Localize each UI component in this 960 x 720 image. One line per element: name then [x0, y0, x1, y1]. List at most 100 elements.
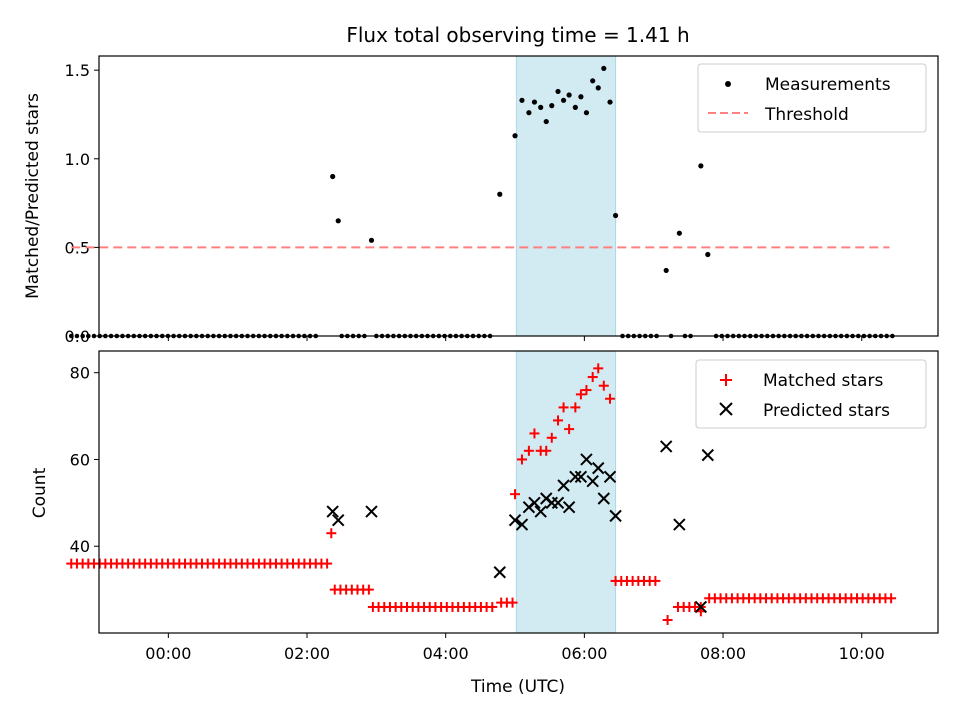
- predicted-star-point: [562, 500, 576, 514]
- matched-star-point: [529, 428, 540, 439]
- x-tick-label: 08:00: [700, 644, 746, 663]
- matched-star-point: [541, 445, 552, 456]
- bottom-y-axis-label: Count: [30, 467, 50, 518]
- matched-star-point: [564, 424, 575, 435]
- measurement-point: [578, 94, 584, 100]
- measurement-point: [68, 333, 74, 339]
- y-tick-label: 40: [70, 537, 90, 556]
- predicted-star-point: [701, 448, 715, 462]
- matched-star-point: [662, 614, 673, 625]
- y-tick-label: 80: [70, 364, 90, 383]
- top-panel: 0.00.51.01.5: [65, 55, 939, 346]
- measurement-point: [526, 110, 532, 116]
- predicted-star-point: [592, 461, 605, 475]
- measurement-point: [583, 110, 590, 116]
- legend-matched-marker: [720, 374, 732, 386]
- predicted-star-point: [326, 505, 339, 518]
- legend-predicted-marker: [719, 402, 733, 416]
- measurement-point: [74, 333, 80, 339]
- matched-star-point: [886, 593, 897, 604]
- measurement-point: [543, 118, 549, 125]
- predicted-star-point: [659, 440, 673, 453]
- x-tick-label: 06:00: [561, 644, 607, 663]
- axes-frame: [98, 55, 939, 337]
- predicted-star-point: [609, 509, 622, 523]
- predicted-star-point: [597, 492, 610, 505]
- measurement-point: [549, 103, 555, 109]
- y-tick-label: 60: [70, 450, 90, 469]
- predicted-star-point: [508, 513, 522, 527]
- legend-measurements-label: Measurements: [765, 75, 891, 95]
- measurement-point: [86, 333, 91, 339]
- measurement-point: [80, 333, 85, 339]
- measurement-point: [555, 88, 561, 95]
- predicted-star-point: [493, 566, 506, 579]
- measurement-point: [601, 65, 607, 72]
- measurement-point: [91, 333, 97, 339]
- predicted-star-point: [694, 600, 708, 614]
- matched-star-point: [487, 601, 498, 612]
- measurement-point: [512, 133, 518, 139]
- matched-star-point: [553, 415, 564, 426]
- shaded-region: [515, 350, 617, 634]
- legend-threshold-label: Threshold: [764, 105, 849, 125]
- legend-bottom: Matched stars Predicted stars: [695, 359, 927, 429]
- matched-star-point: [650, 575, 661, 586]
- x-tick-label: 02:00: [284, 644, 330, 663]
- legend-bottom-box: [695, 359, 927, 429]
- matched-star-point: [570, 402, 581, 413]
- measurement-point: [560, 97, 567, 103]
- predicted-star-point: [603, 470, 617, 484]
- matched-star-point: [593, 363, 604, 374]
- chart-title: Flux total observing time = 1.41 h: [346, 23, 689, 47]
- predicted-star-point: [515, 518, 529, 531]
- y-tick-label: 1.5: [65, 61, 90, 80]
- x-tick-label: 10:00: [839, 644, 885, 663]
- matched-star-point: [510, 489, 521, 500]
- predicted-star-point: [569, 470, 582, 484]
- shaded-region: [515, 55, 617, 337]
- bottom-panel: 40 60 80 00:00 02:00 04:00 06:00 08:00 10:00: [66, 350, 939, 663]
- measurement-point: [698, 163, 704, 169]
- matched-star-point: [507, 597, 518, 608]
- measurement-point: [335, 218, 341, 224]
- predicted-star-point: [534, 505, 547, 518]
- measurement-point: [566, 92, 572, 98]
- x-tick-label: 04:00: [423, 644, 469, 663]
- measurement-point: [538, 104, 544, 110]
- x-tick-label: 00:00: [145, 644, 191, 663]
- measurement-point: [497, 191, 503, 197]
- predicted-star-point: [551, 496, 565, 510]
- predicted-star-point: [332, 513, 345, 527]
- matched-star-point: [516, 454, 527, 465]
- measurement-point: [607, 99, 613, 105]
- measurement-point: [531, 99, 538, 105]
- axes-frame: [98, 350, 939, 634]
- measurement-point: [663, 267, 669, 274]
- measurement-point: [676, 230, 682, 236]
- predicted-star-point: [580, 453, 593, 466]
- matched-star-point: [598, 380, 609, 391]
- matched-star-point: [326, 528, 337, 539]
- measurement-point: [572, 104, 578, 110]
- legend-measurements-marker: [725, 81, 731, 87]
- measurement-point: [590, 78, 596, 84]
- predicted-star-point: [586, 474, 599, 488]
- matched-star-point: [558, 402, 569, 413]
- matched-star-point: [605, 393, 616, 404]
- matched-star-point: [322, 558, 333, 569]
- matched-star-point: [575, 389, 586, 400]
- legend-predicted-label: Predicted stars: [763, 401, 890, 421]
- measurement-point: [519, 97, 525, 103]
- matched-star-point: [363, 584, 374, 595]
- matched-star-point: [523, 445, 534, 456]
- measurement-point: [330, 173, 336, 180]
- predicted-star-point: [673, 518, 686, 531]
- predicted-star-point: [557, 479, 570, 492]
- predicted-star-point: [365, 505, 378, 518]
- y-tick-label: 1.0: [65, 150, 90, 169]
- matched-star-point: [587, 372, 598, 383]
- top-y-axis-label: Matched/Predicted stars: [23, 93, 43, 299]
- legend-top: Measurements Threshold: [697, 63, 927, 133]
